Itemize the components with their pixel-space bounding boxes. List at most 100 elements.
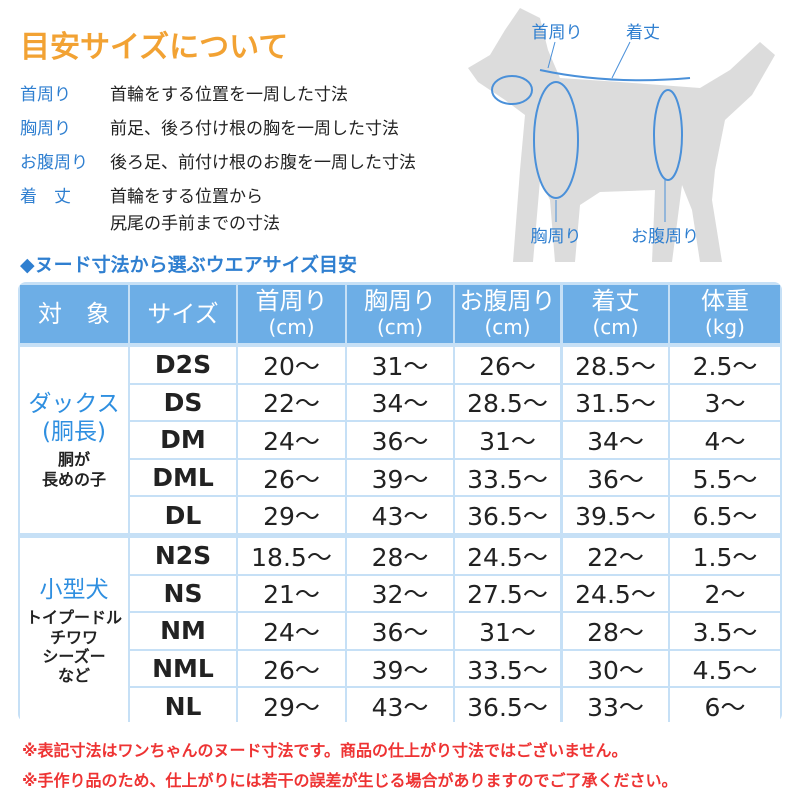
belly-line (653, 89, 683, 181)
size-value: 36.5～ (455, 688, 560, 724)
size-value: 2.5～ (670, 347, 780, 383)
size-value: 36～ (347, 613, 453, 649)
header-name: 着丈 (591, 287, 640, 315)
definition-term: 首周り (20, 85, 71, 105)
size-value: 6～ (670, 688, 780, 724)
size-name: NML (130, 650, 236, 687)
size-value: 22～ (563, 538, 668, 574)
header-unit: (kg) (705, 315, 745, 339)
definition-text: 尻尾の手前までの寸法 (110, 214, 280, 234)
definition-text: 後ろ足、前付け根のお腹を一周した寸法 (110, 153, 416, 173)
group-note: トイプードル (25, 608, 122, 628)
size-value: 31～ (455, 613, 560, 649)
size-value: 32～ (347, 575, 453, 612)
size-value: 24～ (238, 422, 345, 458)
size-value: 28.5～ (455, 384, 560, 421)
dog-diagram: 首周り 着丈 胸周り お腹周り (468, 8, 775, 262)
size-value: 36～ (347, 422, 453, 458)
size-value: 3.5～ (670, 613, 780, 649)
size-value: 43～ (347, 497, 453, 533)
size-value: 24.5～ (563, 575, 668, 612)
size-value: 28～ (347, 538, 453, 574)
size-value: 36.5～ (455, 497, 560, 533)
chest-line (533, 81, 579, 199)
size-value: 34～ (563, 422, 668, 458)
dog-silhouette (468, 8, 775, 262)
header-name: 首周り (255, 287, 328, 315)
definition-text: 前足、後ろ付け根の胸を一周した寸法 (110, 119, 399, 139)
size-value: 33.5～ (455, 650, 560, 687)
size-value: 28～ (563, 613, 668, 649)
group-cell: ダックス (胴長) 胴が 長めの子 (20, 347, 128, 533)
title: 目安サイズについて (20, 30, 289, 65)
label: 着丈 (626, 23, 660, 43)
size-value: 39.5～ (563, 497, 668, 533)
size-value: 36～ (563, 459, 668, 496)
group-note: など (57, 665, 90, 685)
size-name: DM (130, 422, 236, 458)
size-value: 26～ (238, 459, 345, 496)
size-value: 26～ (238, 650, 345, 687)
size-name: DL (130, 497, 236, 533)
size-value: 6.5～ (670, 497, 780, 533)
header-name: お腹周り (459, 287, 556, 315)
size-name: D2S (130, 347, 236, 383)
size-value: 3～ (670, 384, 780, 421)
header-unit: (cm) (268, 315, 315, 339)
label: 首周り (532, 23, 583, 43)
size-value: 18.5～ (238, 538, 345, 574)
header-name: 体重 (701, 287, 749, 315)
header-cell: 対 象 (20, 285, 128, 343)
leader-lines (547, 41, 666, 222)
definition-term: 胸周り (20, 119, 71, 139)
size-value: 39～ (347, 650, 453, 687)
size-value: 31.5～ (563, 384, 668, 421)
size-value: 39～ (347, 459, 453, 496)
definition-text: 首輪をする位置を一周した寸法 (110, 85, 348, 105)
size-value: 28.5～ (563, 347, 668, 383)
definition-term: お腹周り (20, 153, 88, 173)
size-value: 4～ (670, 422, 780, 458)
header-cell: お腹周り (cm) (455, 285, 560, 343)
header-unit: (cm) (484, 315, 531, 339)
size-name: NS (130, 575, 236, 612)
size-value: 21～ (238, 575, 345, 612)
group-note: 長めの子 (41, 469, 106, 489)
size-value: 31～ (347, 347, 453, 383)
group-note: チワワ (49, 627, 98, 647)
header-unit: (cm) (592, 315, 639, 339)
size-value: 5.5～ (670, 459, 780, 496)
definition-text: 首輪をする位置から (110, 187, 263, 207)
size-value: 24.5～ (455, 538, 560, 574)
size-value: 33.5～ (455, 459, 560, 496)
header-name: 胸周り (364, 287, 436, 315)
size-value: 1.5～ (670, 538, 780, 574)
size-name: DML (130, 459, 236, 496)
group-note: 胴が (57, 450, 90, 470)
length-line (539, 69, 691, 82)
header-cell: 首周り (cm) (238, 285, 345, 343)
size-value: 31～ (455, 422, 560, 458)
header-cell: 胸周り (cm) (347, 285, 453, 343)
header-name: 対 象 (38, 300, 110, 328)
size-table: 対 象サイズ 首周り (cm) 胸周り (cm) お腹周り (cm) 着丈 (cm) 体重 (kg)… (18, 282, 782, 724)
size-value: 20～ (238, 347, 345, 383)
size-value: 27.5～ (455, 575, 560, 612)
header-cell: サイズ (130, 285, 236, 343)
label: 胸周り (531, 227, 582, 247)
size-value: 43～ (347, 688, 453, 724)
size-name: N2S (130, 538, 236, 574)
size-value: 34～ (347, 384, 453, 421)
group-note: シーズー (42, 646, 106, 666)
label: お腹周り (631, 227, 699, 247)
group-name: 小型犬 (39, 576, 109, 603)
size-value: 2～ (670, 575, 780, 612)
size-value: 30～ (563, 650, 668, 687)
neck-line (491, 75, 533, 105)
size-value: 29～ (238, 688, 345, 724)
header-cell: 体重 (kg) (670, 285, 780, 343)
table-title: ◆ヌード寸法から選ぶウエアサイズ目安 (20, 254, 358, 276)
definition-term: 着 丈 (20, 187, 71, 207)
group-name: ダックス (28, 391, 120, 418)
